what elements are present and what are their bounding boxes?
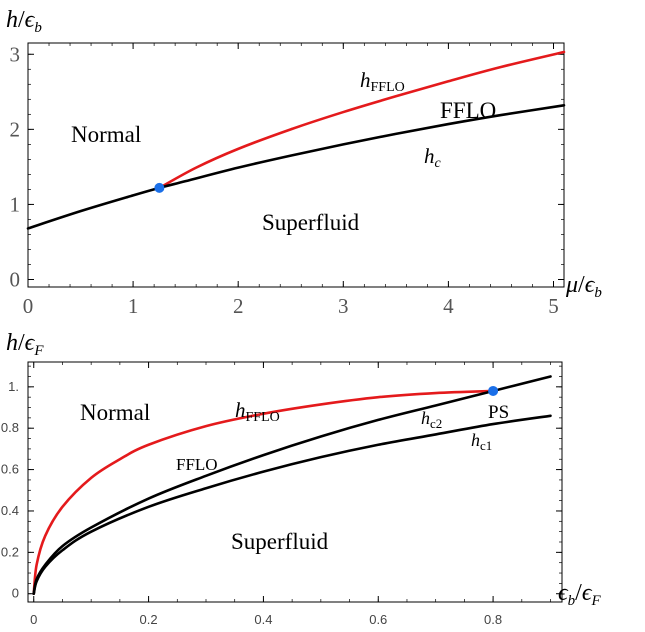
x-axis-label-top: μ/ϵb	[565, 272, 602, 301]
series-line-hc2-bottom	[32, 375, 552, 596]
x-tick-label-top: 3	[338, 294, 349, 318]
x-tick-label-bottom: 0.6	[369, 612, 387, 627]
region-label-fflo-bottom: FFLO	[176, 455, 218, 474]
y-tick-label-bottom: 0.6	[1, 462, 19, 477]
y-tick-label-top: 1	[10, 192, 21, 216]
region-label-fflo-top: FFLO	[440, 98, 496, 123]
x-tick-label-top: 2	[233, 294, 244, 318]
series-line-hfflo-bottom	[32, 389, 495, 596]
x-tick-label-bottom: 0.4	[254, 612, 272, 627]
x-tick-label-top: 5	[548, 294, 559, 318]
tricritical-point-top	[154, 182, 165, 193]
region-label-superfluid-bottom: Superfluid	[231, 529, 329, 554]
x-tick-label-bottom: 0	[30, 612, 37, 627]
x-tick-label-bottom: 0.8	[484, 612, 502, 627]
region-label-ps-bottom: PS	[488, 402, 509, 423]
y-tick-label-bottom: 0.2	[1, 544, 19, 559]
region-label-normal-bottom: Normal	[80, 400, 150, 425]
y-tick-label-top: 2	[10, 117, 21, 141]
curve-label-hfflo-top: hFFLO	[360, 68, 405, 95]
curve-label-hfflo-bottom: hFFLO	[235, 398, 280, 425]
tricritical-point-bottom	[488, 385, 499, 396]
panel-bottom: 0 0.2 0.4 0.6 0.800.20.40.60.81. h/ϵF ϵb/ϵF …	[1, 330, 602, 627]
y-tick-label-bottom: 0.8	[1, 420, 19, 435]
curve-label-hc-top: hc	[424, 144, 442, 171]
plot-frame-bottom	[27, 361, 563, 603]
y-tick-label-top: 3	[10, 42, 21, 66]
curve-label-hc2-bottom: hc2	[421, 408, 442, 431]
curve-label-hc1-bottom: hc1	[471, 430, 492, 453]
series-line-hfflo-top	[158, 50, 566, 190]
x-tick-label-bottom: 0.2	[140, 612, 158, 627]
series-line-hc1-bottom	[32, 414, 552, 596]
x-tick-label-top: 4	[443, 294, 454, 318]
y-tick-label-bottom: 0	[12, 586, 19, 601]
y-axis-label-bottom: h/ϵF	[6, 330, 44, 359]
x-tick-label-top: 1	[128, 294, 139, 318]
series-line-hc-top	[26, 104, 566, 230]
y-axis-label-top: h/ϵb	[6, 7, 42, 36]
y-tick-label-top: 0	[10, 267, 21, 291]
region-label-superfluid-top: Superfluid	[262, 210, 360, 235]
plot-frame-top	[27, 42, 565, 288]
region-label-normal-top: Normal	[71, 122, 141, 147]
y-tick-label-bottom: 1.	[8, 379, 19, 394]
x-tick-label-top: 0	[23, 294, 34, 318]
x-axis-label-bottom: ϵb/ϵF	[558, 580, 602, 609]
panel-top: 0 1 2 3 4 5 0 1 2 3 h/ϵb μ/ϵb Normal FFLO Superfl…	[6, 7, 602, 318]
y-tick-label-bottom: 0.4	[1, 503, 19, 518]
